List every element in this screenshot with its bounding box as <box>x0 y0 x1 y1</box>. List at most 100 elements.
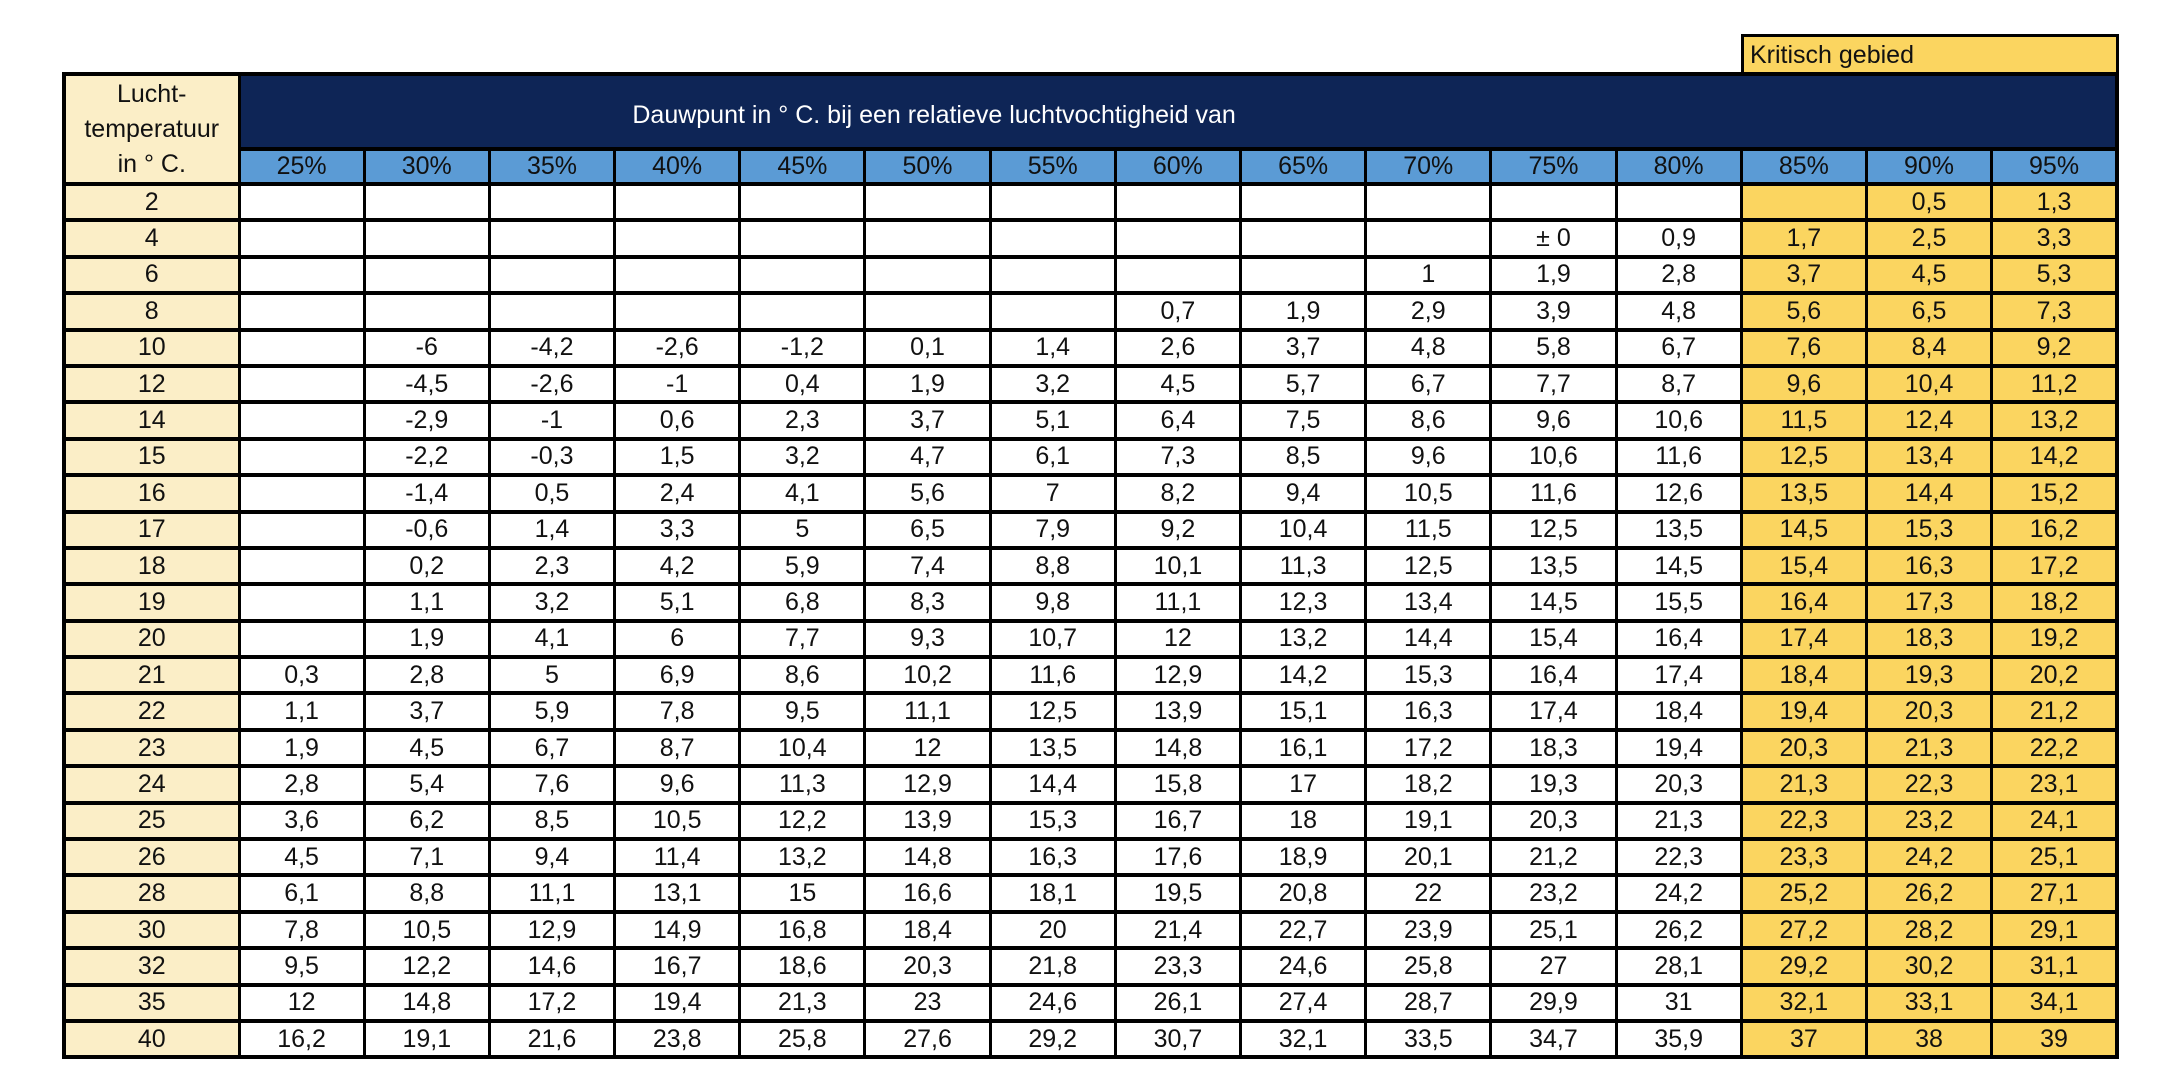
cell: ± 0 <box>1489 218 1618 259</box>
cell: 17 <box>1238 764 1368 805</box>
cell: 11,5 <box>1364 509 1493 550</box>
cell: 6,2 <box>362 800 491 842</box>
cell: 3,2 <box>487 582 617 623</box>
col-header-50pct: 50% <box>863 147 992 186</box>
cell: 6,7 <box>1614 327 1743 368</box>
cell: 6,1 <box>988 436 1117 478</box>
cell: 0,9 <box>1614 218 1743 259</box>
cell: 23,9 <box>1364 909 1493 951</box>
cell <box>863 254 992 296</box>
cell: 13,2 <box>738 837 867 878</box>
cell: 22,3 <box>1864 764 1994 805</box>
cell: 9,2 <box>1990 327 2119 368</box>
main-header-title: Dauwpunt in ° C. bij een relatieve lucht… <box>632 100 1236 129</box>
cell: -1 <box>613 363 742 405</box>
cell: -4,2 <box>487 327 617 368</box>
cell: 2,4 <box>613 473 742 514</box>
cell: 5,4 <box>362 764 491 805</box>
cell: 8,5 <box>1238 436 1368 478</box>
cell: 2,8 <box>362 655 491 696</box>
cell: 2,9 <box>1364 291 1493 332</box>
cell: 0,4 <box>738 363 867 405</box>
cell: 37 <box>1739 1018 1868 1060</box>
cell <box>613 291 742 332</box>
row-label-temp: 30 <box>62 909 241 951</box>
cell: 7 <box>988 473 1117 514</box>
cell: 14,4 <box>988 764 1117 805</box>
dewpoint-table: Lucht- temperatuur in ° C. Dauwpunt in °… <box>62 72 2119 1060</box>
cell: 15,8 <box>1113 764 1243 805</box>
cell: 10,5 <box>613 800 742 842</box>
cell: 6,1 <box>237 873 366 914</box>
cell <box>237 509 366 550</box>
cell: 38 <box>1864 1018 1994 1060</box>
cell: 1,9 <box>362 618 491 660</box>
cell: 15,5 <box>1614 582 1743 623</box>
cell <box>362 254 491 296</box>
cell: 5,1 <box>613 582 742 623</box>
cell <box>863 218 992 259</box>
cell: 27,4 <box>1238 982 1368 1024</box>
corner-header-line1: Lucht- <box>117 79 187 108</box>
cell <box>613 181 742 223</box>
cell: 26,1 <box>1113 982 1243 1024</box>
cell: 1,9 <box>237 727 366 769</box>
table-row: 8 0,7 1,9 2,9 3,9 4,8 5,6 6,5 7,3 <box>62 291 2119 332</box>
cell <box>738 291 867 332</box>
cell: 13,5 <box>988 727 1117 769</box>
cell: 22,7 <box>1238 909 1368 951</box>
row-label-temp: 6 <box>62 254 241 296</box>
cell: 4,2 <box>613 545 742 587</box>
cell: 16,4 <box>1614 618 1743 660</box>
row-label-temp: 25 <box>62 800 241 842</box>
cell: 16,7 <box>613 946 742 987</box>
col-header-60pct: 60% <box>1113 147 1243 186</box>
cell: 9,2 <box>1113 509 1243 550</box>
critical-area-label: Kritisch gebied <box>1750 40 1914 69</box>
cell: 27,2 <box>1739 909 1868 951</box>
cell: 12,2 <box>738 800 867 842</box>
cell: 24,1 <box>1990 800 2119 842</box>
table-row: 32 9,5 12,2 14,6 16,7 18,6 20,3 21,8 23,3 24,6 25,… <box>62 946 2119 987</box>
cell: 18 <box>1238 800 1368 842</box>
cell: 9,5 <box>738 691 867 732</box>
cell: 20,3 <box>863 946 992 987</box>
cell: 5,1 <box>988 400 1117 441</box>
cell: 34,1 <box>1990 982 2119 1024</box>
row-label-temp: 10 <box>62 327 241 368</box>
cell: 18,4 <box>1614 691 1743 732</box>
cell: -1,2 <box>738 327 867 368</box>
cell <box>487 254 617 296</box>
cell: 16,8 <box>738 909 867 951</box>
cell: 12,9 <box>863 764 992 805</box>
cell <box>1238 181 1368 223</box>
col-header-95pct: 95% <box>1990 147 2119 186</box>
cell: 10,5 <box>362 909 491 951</box>
row-label-temp: 35 <box>62 982 241 1024</box>
cell: 13,5 <box>1489 545 1618 587</box>
cell: 11,1 <box>487 873 617 914</box>
cell <box>237 473 366 514</box>
cell: 8,7 <box>613 727 742 769</box>
cell: 11,6 <box>1489 473 1618 514</box>
cell <box>863 291 992 332</box>
cell: -1,4 <box>362 473 491 514</box>
cell: 13,4 <box>1364 582 1493 623</box>
cell: 21,3 <box>738 982 867 1024</box>
cell: -2,6 <box>613 327 742 368</box>
cell: 17,4 <box>1489 691 1618 732</box>
cell: 21,3 <box>1614 800 1743 842</box>
cell: 27,1 <box>1990 873 2119 914</box>
cell <box>237 436 366 478</box>
cell: -2,2 <box>362 436 491 478</box>
cell: 24,6 <box>988 982 1117 1024</box>
cell <box>1614 181 1743 223</box>
table-row: 18 0,2 2,3 4,2 5,9 7,4 8,8 10,1 11,3 12,5 13,5 14,5… <box>62 545 2119 587</box>
row-label-temp: 12 <box>62 363 241 405</box>
cell: 9,3 <box>863 618 992 660</box>
cell: 15,3 <box>988 800 1117 842</box>
cell: 21,2 <box>1489 837 1618 878</box>
cell <box>1238 254 1368 296</box>
cell: 8,5 <box>487 800 617 842</box>
cell: 39 <box>1990 1018 2119 1060</box>
